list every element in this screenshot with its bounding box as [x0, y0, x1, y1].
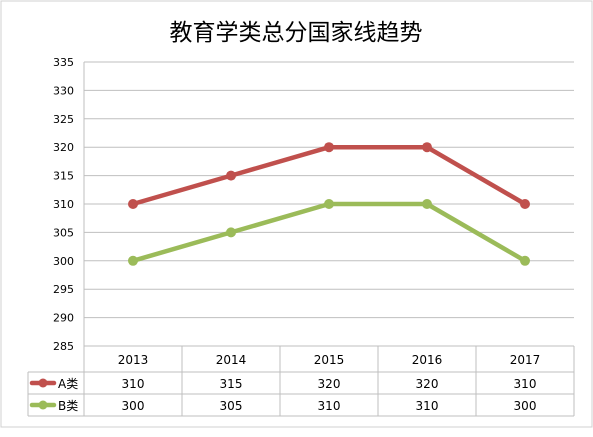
data-point-0-3 [422, 142, 432, 153]
data-point-0-4 [520, 199, 530, 209]
table-value-cell: 320 [318, 377, 341, 391]
x-category-label: 2017 [510, 353, 541, 367]
legend-label: A类 [58, 377, 78, 391]
legend-key-marker-0 [38, 378, 48, 388]
table-value-cell: 310 [318, 399, 341, 413]
y-tick-label: 310 [53, 198, 74, 211]
data-table: 2013 2014 2015 2016 2017 A类 310 315 320 320 310 B类 3… [27, 346, 575, 417]
y-tick-label: 315 [53, 170, 74, 183]
data-point-1-2 [324, 199, 334, 209]
series-markers [128, 142, 530, 266]
table-value-cell: 315 [220, 377, 243, 391]
y-tick-label: 295 [53, 283, 74, 296]
data-point-1-4 [520, 255, 530, 266]
x-category-label: 2014 [216, 353, 247, 367]
x-category-label: 2015 [314, 353, 345, 367]
y-tick-label: 285 [53, 340, 74, 353]
table-value-cell: 300 [122, 399, 145, 413]
table-value-cell: 310 [416, 399, 439, 413]
data-point-1-1 [226, 227, 236, 238]
x-category-label: 2016 [412, 353, 443, 367]
chart-title: 教育学类总分国家线趋势 [170, 20, 423, 46]
table-value-cell: 310 [514, 377, 537, 391]
data-point-0-2 [324, 142, 334, 153]
y-tick-label: 335 [53, 56, 74, 69]
y-axis-tick-labels: 285 290 295 300 305 310 315 320 325 330 335 [53, 56, 74, 353]
y-tick-label: 325 [53, 113, 74, 126]
table-value-cell: 300 [514, 399, 537, 413]
table-value-cell: 305 [220, 399, 243, 413]
data-point-0-1 [226, 170, 236, 181]
table-value-cell: 320 [416, 377, 439, 391]
y-tick-label: 290 [53, 312, 74, 325]
data-point-0-0 [128, 199, 138, 209]
y-tick-label: 305 [53, 226, 74, 239]
data-point-1-3 [422, 199, 432, 209]
table-value-cell: 310 [122, 377, 145, 391]
data-point-1-0 [128, 255, 138, 266]
x-category-label: 2013 [118, 353, 149, 367]
y-tick-label: 330 [53, 84, 74, 97]
legend-label: B类 [58, 399, 78, 413]
y-tick-label: 320 [53, 141, 74, 154]
legend-key-marker-1 [38, 400, 48, 410]
y-tick-label: 300 [53, 255, 74, 268]
gridlines [83, 61, 574, 347]
